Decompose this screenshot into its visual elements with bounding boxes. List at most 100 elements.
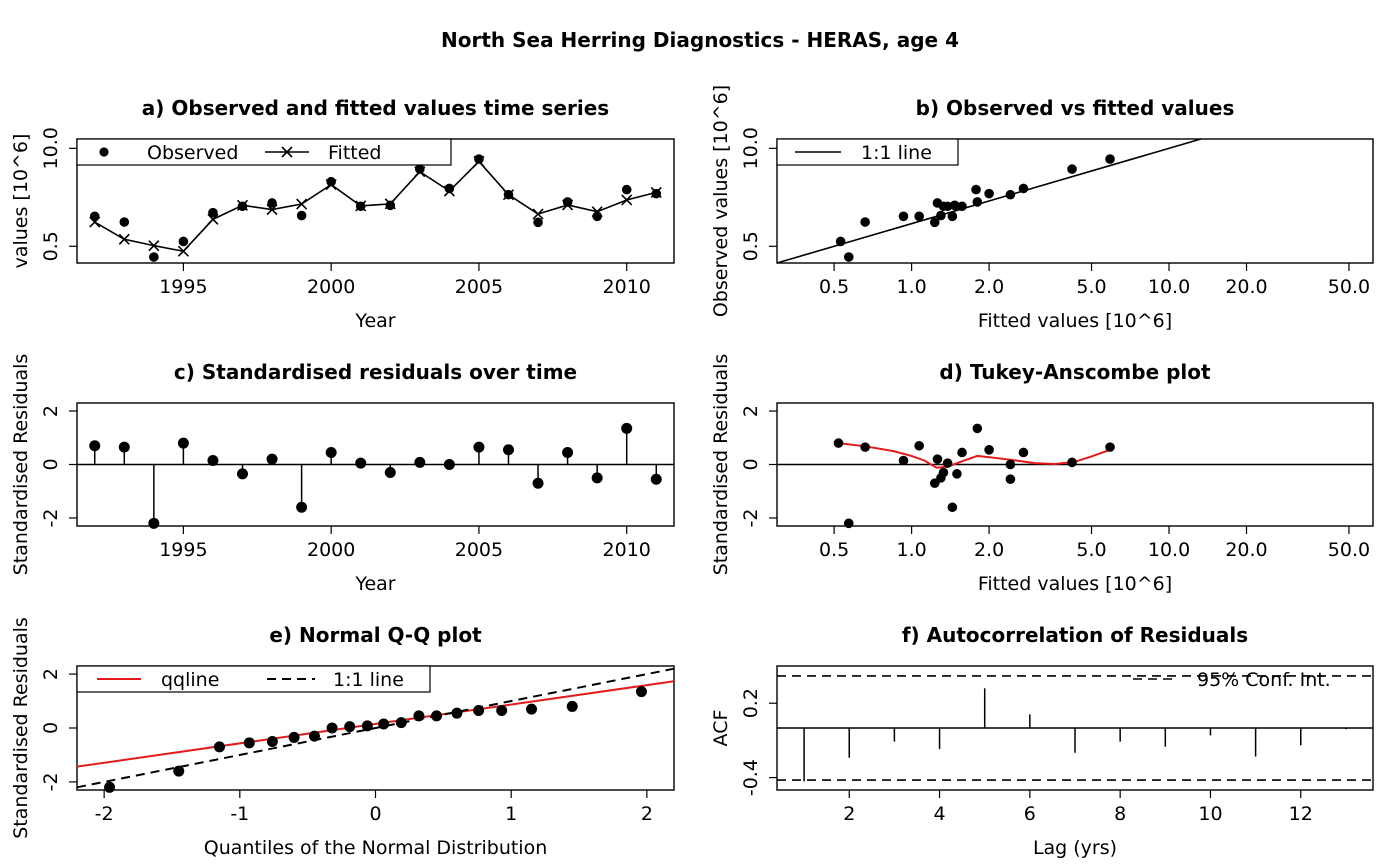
data-point xyxy=(914,440,924,451)
identity-line xyxy=(76,667,675,789)
qq-point xyxy=(431,710,443,722)
residual-point xyxy=(296,501,308,513)
y-tick-label: 2 xyxy=(40,405,62,417)
residual-point xyxy=(355,457,367,469)
data-point xyxy=(843,518,854,529)
observed-point xyxy=(119,217,130,227)
qq-point xyxy=(173,765,185,777)
qq-point xyxy=(243,737,255,749)
y-axis-label: Standardised Residuals xyxy=(10,617,32,839)
data-point xyxy=(860,442,870,452)
y-tick-label: 0 xyxy=(40,722,62,734)
x-tick-label: 2005 xyxy=(455,539,503,561)
observed-point xyxy=(267,198,277,208)
x-tick-label: 12 xyxy=(1289,803,1313,825)
y-tick-label: 0.5 xyxy=(740,231,762,261)
x-tick-label: 8 xyxy=(1114,803,1126,825)
qq-point xyxy=(395,717,407,729)
x-tick-label: 1.0 xyxy=(896,276,926,298)
observed-point xyxy=(474,154,484,164)
data-point xyxy=(1018,183,1029,194)
panel-b: b) Observed vs fitted values 0.5 1.0 2.0 5.0… xyxy=(710,85,1374,332)
y-tick-label: 0 xyxy=(740,458,762,470)
x-tick-label: -2 xyxy=(95,803,114,825)
data-point xyxy=(843,252,854,262)
x-tick-label: 0.5 xyxy=(819,276,849,298)
panel-title: c) Standardised residuals over time xyxy=(174,360,577,384)
data-point xyxy=(947,211,958,222)
y-tick-label: -2 xyxy=(40,509,62,528)
observed-point xyxy=(592,211,602,222)
legend-conf-label: 95% Conf. Int. xyxy=(1197,669,1331,691)
data-point xyxy=(833,438,844,448)
x-tick-label: 2.0 xyxy=(974,276,1004,298)
x-axis-label: Lag (yrs) xyxy=(1033,837,1117,859)
data-point xyxy=(952,469,962,479)
observed-point xyxy=(444,183,455,194)
residual-point xyxy=(443,459,455,470)
residual-point xyxy=(384,467,396,479)
legend-qqline-label: qqline xyxy=(161,669,219,691)
data-point xyxy=(947,502,958,513)
observed-point xyxy=(533,217,543,228)
observed-point xyxy=(415,164,425,174)
qq-line xyxy=(76,680,675,768)
residual-point xyxy=(621,422,633,434)
data-point xyxy=(1018,447,1029,458)
residual-point xyxy=(325,446,337,458)
data-point xyxy=(1105,154,1115,164)
legend-box xyxy=(76,138,452,166)
observed-point xyxy=(178,236,189,247)
qq-point xyxy=(526,703,538,715)
panel-title: d) Tukey-Anscombe plot xyxy=(939,360,1211,384)
x-axis-label: Fitted values [10^6] xyxy=(978,573,1172,595)
panel-a: a) Observed and fitted values time serie… xyxy=(10,96,675,332)
x-tick-label: 2010 xyxy=(603,276,651,298)
data-point xyxy=(1005,459,1016,470)
data-point xyxy=(932,454,943,464)
y-tick-label: 0.2 xyxy=(740,688,762,718)
panel-e: e) Normal Q-Q plot -2 -1 0 1 2 -2 0 2 Quantiles o… xyxy=(10,617,675,859)
observed-point xyxy=(355,201,366,212)
legend-label: 1:1 line xyxy=(861,142,932,164)
y-tick-label: 0 xyxy=(40,458,62,470)
figure-title: North Sea Herring Diagnostics - HERAS, a… xyxy=(441,28,959,52)
x-tick-label: 50.0 xyxy=(1328,276,1370,298)
residual-point xyxy=(177,437,189,449)
x-tick-label: 2005 xyxy=(455,276,503,298)
fitted-marker xyxy=(296,198,308,210)
y-axis-label: values [10^6] xyxy=(10,134,32,269)
fitted-marker xyxy=(148,240,160,252)
residual-point xyxy=(414,456,426,468)
qq-point xyxy=(104,781,116,793)
x-tick-label: 5.0 xyxy=(1076,276,1106,298)
data-point xyxy=(942,458,953,468)
legend-fitted-marker xyxy=(281,146,293,158)
y-tick-label: 2 xyxy=(740,405,762,417)
data-point xyxy=(1067,457,1077,468)
observed-point xyxy=(296,210,307,221)
observed-point xyxy=(326,176,336,187)
qq-point xyxy=(344,721,356,733)
y-axis-label: Standardised Residuals xyxy=(710,354,732,576)
x-tick-label: 5.0 xyxy=(1076,539,1106,561)
x-tick-label: 2010 xyxy=(603,539,651,561)
residual-point xyxy=(502,444,514,456)
fitted-marker xyxy=(532,208,544,220)
data-point xyxy=(949,200,960,211)
legend-box xyxy=(776,138,959,166)
qq-point xyxy=(378,718,390,730)
qq-point xyxy=(266,735,278,747)
data-point xyxy=(1067,164,1077,174)
y-tick-label: 10.0 xyxy=(40,127,62,169)
x-tick-label: 1.0 xyxy=(896,539,926,561)
residual-point xyxy=(650,473,662,485)
x-tick-label: 0 xyxy=(369,803,381,825)
residual-point xyxy=(148,517,160,529)
observed-point xyxy=(89,211,100,222)
legend-observed-marker xyxy=(99,147,109,157)
observed-point xyxy=(208,207,218,218)
